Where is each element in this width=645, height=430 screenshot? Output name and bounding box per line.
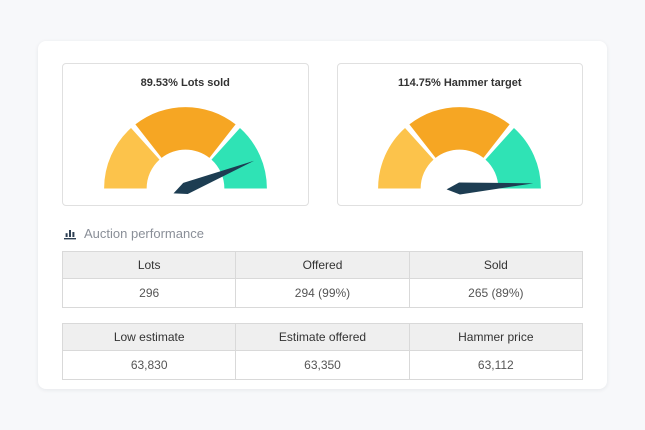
table-header-estimate-offered: Estimate offered (235, 323, 410, 351)
table-header-lots: Lots (61, 251, 237, 279)
gauge-title-hammer-target: 114.75% Hammer target (397, 77, 522, 89)
section-title: Auction performance (84, 226, 204, 241)
table-cell-lots: 296 (61, 278, 237, 308)
table-header-row: Lots Offered Sold (61, 251, 584, 279)
gauge-title-lots-sold: 89.53% Lots sold (140, 77, 230, 89)
gauge-row: 89.53% Lots sold 114.75% Hammer target (62, 63, 583, 206)
table-cell-estimate-offered: 63,350 (235, 350, 410, 380)
bar-chart-icon (64, 229, 76, 239)
section-header: Auction performance (63, 226, 583, 241)
table-header-offered: Offered (235, 251, 410, 279)
estimates-table: Low estimate Estimate offered Hammer pri… (61, 323, 584, 380)
table-cell-offered: 294 (99%) (235, 278, 410, 308)
table-cell-hammer-price: 63,112 (408, 350, 584, 380)
table-row: 63,830 63,350 63,112 (61, 350, 584, 380)
table-cell-low-estimate: 63,830 (61, 350, 237, 380)
table-row: 296 294 (99%) 265 (89%) (61, 278, 584, 308)
gauge-chart-lots-sold (103, 107, 267, 195)
table-header-hammer-price: Hammer price (408, 323, 584, 351)
gauge-panel-hammer-target: 114.75% Hammer target (336, 63, 583, 206)
table-header-low-estimate: Low estimate (61, 323, 237, 351)
gauge-chart-hammer-target (378, 107, 542, 195)
dashboard-card: 89.53% Lots sold 114.75% Hammer target A… (38, 41, 607, 389)
table-cell-sold: 265 (89%) (408, 278, 584, 308)
gauge-panel-lots-sold: 89.53% Lots sold (62, 63, 309, 206)
table-header-sold: Sold (408, 251, 584, 279)
auction-performance-table: Lots Offered Sold 296 294 (99%) 265 (89%… (61, 251, 584, 308)
table-header-row: Low estimate Estimate offered Hammer pri… (61, 323, 584, 351)
